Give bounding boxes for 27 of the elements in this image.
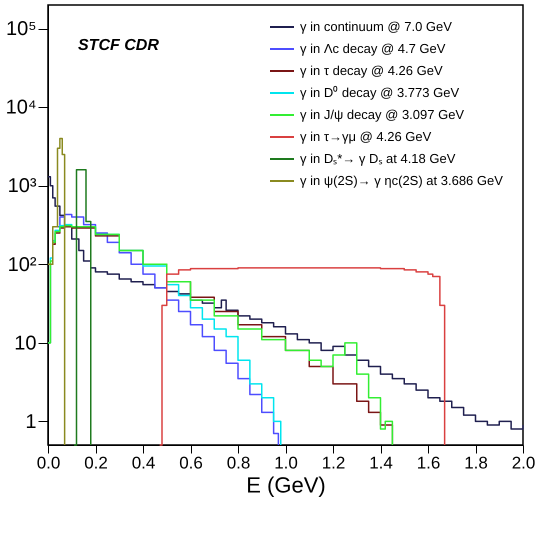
y-tick-label: 1 bbox=[25, 410, 36, 433]
y-tick-label: 10² bbox=[8, 254, 37, 276]
legend-label: γ in D⁰ decay @ 3.773 GeV bbox=[300, 85, 460, 100]
legend-label: γ in τ→γμ @ 4.26 GeV bbox=[300, 129, 432, 144]
x-axis-title: E (GeV) bbox=[246, 472, 326, 498]
x-tick-label: 1.8 bbox=[464, 454, 488, 472]
y-tick-label: 10 bbox=[14, 332, 36, 354]
x-tick-label: 0.8 bbox=[226, 454, 250, 472]
legend-label: γ in τ decay @ 4.26 GeV bbox=[300, 63, 443, 78]
legend-label: γ in J/ψ decay @ 3.097 GeV bbox=[300, 107, 464, 122]
x-tick-label: 0.6 bbox=[179, 454, 203, 472]
legend-label: γ in Dₛ*→ γ Dₛ at 4.18 GeV bbox=[300, 151, 456, 166]
x-tick-label: 1.2 bbox=[322, 454, 346, 472]
x-tick-label: 0.2 bbox=[84, 454, 108, 472]
legend-label: γ in ψ(2S)→ γ ηc(2S) at 3.686 GeV bbox=[300, 173, 504, 188]
x-tick-label: 1.6 bbox=[416, 454, 440, 472]
y-tick-label: 10³ bbox=[8, 175, 37, 198]
y-tick-label: 10⁵ bbox=[6, 18, 36, 40]
x-tick-label: 0.4 bbox=[132, 454, 156, 472]
x-tick-label: 2.0 bbox=[512, 454, 536, 472]
x-tick-label: 1.0 bbox=[274, 454, 298, 472]
annotation: STCF CDR bbox=[78, 37, 160, 54]
legend-label: γ in Λc decay @ 4.7 GeV bbox=[300, 41, 446, 56]
legend-label: γ in continuum @ 7.0 GeV bbox=[300, 19, 452, 34]
x-tick-label: 1.4 bbox=[369, 454, 393, 472]
y-tick-label: 10⁴ bbox=[6, 96, 36, 119]
x-tick-label: 0.0 bbox=[36, 454, 60, 472]
